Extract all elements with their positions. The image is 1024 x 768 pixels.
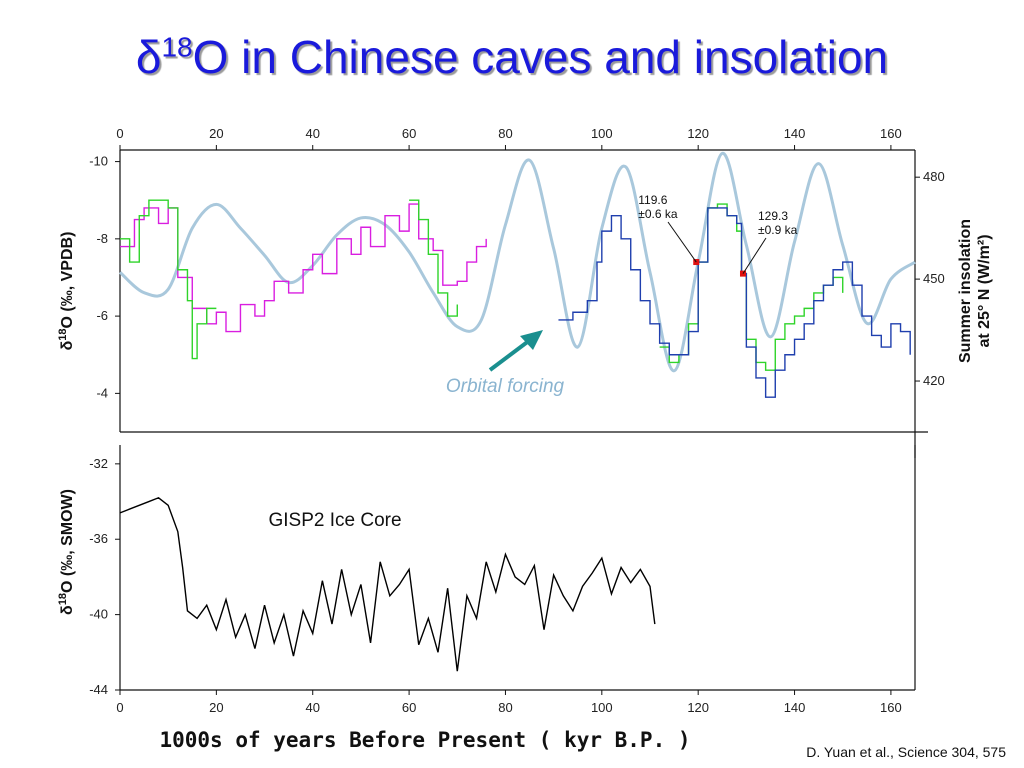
bottom-panel: 0 20 40 60 80 100 120 140 160 -32 -36 -40 -44 δ18O (‰… [57, 445, 916, 715]
title-rest: O in Chinese caves and insolation [192, 31, 889, 83]
y-axis-label-sup: 18 [57, 328, 69, 340]
x-tick-label-bottom: 20 [209, 700, 223, 715]
y-axis-label-prefix: δ [59, 340, 76, 350]
annotations: 119.6±0.6 ka 129.3±0.9 ka Orbital forcing [446, 193, 798, 397]
y-tick-label: -4 [96, 385, 108, 400]
x-tick-label-bottom: 120 [687, 700, 709, 715]
x-tick-label-bottom: 60 [402, 700, 416, 715]
slide-title: δ18O in Chinese caves and insolation [0, 30, 1024, 84]
x-tick-label-top: 0 [116, 126, 123, 141]
y-tick-label-bottom: -36 [89, 531, 108, 546]
y2-axis-label-2: at 25° N (W/m²) [976, 234, 993, 347]
y-axis-label-bottom-sup: 18 [57, 593, 69, 605]
y2-tick-label: 420 [923, 373, 945, 388]
y2-axis-label-1: Summer insolation [957, 219, 974, 363]
x-tick-label-bottom: 80 [498, 700, 512, 715]
y-axis-label-bottom: δ18O (‰, SMOW) [57, 489, 76, 615]
y-tick-label: -8 [96, 231, 108, 246]
orbital-arrow-head [520, 330, 543, 350]
y-tick-label: -10 [89, 154, 108, 169]
y-tick-label-bottom: -44 [89, 682, 108, 697]
x-tick-label-top: 140 [784, 126, 806, 141]
series-green [120, 199, 844, 371]
annotation-1-line2: ±0.6 ka [638, 207, 678, 221]
top-panel: 0 20 40 60 80 100 120 140 160 -10 -8 -6 -4 480 450 420 δ… [57, 126, 993, 458]
x-tick-label-top: 100 [591, 126, 613, 141]
x-tick-label-top: 20 [209, 126, 223, 141]
annotation-1-line1: 119.6 [638, 193, 667, 207]
series-gisp2 [119, 496, 656, 672]
x-tick-label-bottom: 0 [116, 700, 123, 715]
y2-tick-label: 480 [923, 169, 945, 184]
orbital-forcing-label: Orbital forcing [446, 376, 565, 397]
x-tick-label-top: 120 [687, 126, 709, 141]
y-axis-label-bottom-prefix: δ [59, 605, 76, 615]
gisp2-series-label: GISP2 Ice Core [268, 510, 401, 531]
y-tick-label-bottom: -40 [89, 607, 108, 622]
series-magenta [120, 203, 487, 333]
x-tick-label-top: 80 [498, 126, 512, 141]
y-axis-label-rest: O (‰, VPDB) [59, 232, 76, 329]
x-tick-label-bottom: 40 [305, 700, 319, 715]
annotation-2-line2: ±0.9 ka [758, 223, 798, 237]
annotation-2-leader [742, 237, 767, 274]
title-superscript: 18 [161, 31, 193, 63]
x-tick-label-top: 60 [402, 126, 416, 141]
y-axis-label-bottom-rest: O (‰, SMOW) [59, 489, 76, 593]
insolation-curve [118, 151, 916, 373]
y2-tick-label: 450 [923, 271, 945, 286]
x-tick-label-top: 40 [305, 126, 319, 141]
x-tick-label-top: 160 [880, 126, 902, 141]
x-axis-label: 1000s of years Before Present ( kyr B.P.… [159, 728, 691, 752]
y-tick-label: -6 [96, 308, 108, 323]
x-tick-label-bottom: 160 [880, 700, 902, 715]
x-tick-label-bottom: 140 [784, 700, 806, 715]
y-axis-label: δ18O (‰, VPDB) [57, 232, 76, 351]
annotation-1-leader [667, 221, 697, 263]
y-tick-label-bottom: -32 [89, 456, 108, 471]
x-tick-label-bottom: 100 [591, 700, 613, 715]
annotation-2-line1: 129.3 [758, 209, 788, 223]
citation: D. Yuan et al., Science 304, 575 [806, 744, 1006, 760]
orbital-arrow-shaft [488, 338, 532, 372]
title-prefix: δ [135, 31, 162, 83]
